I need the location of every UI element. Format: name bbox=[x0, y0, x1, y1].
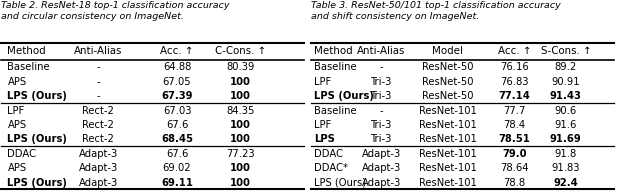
Text: 78.51: 78.51 bbox=[499, 135, 531, 145]
Text: 90.6: 90.6 bbox=[555, 106, 577, 116]
Text: Adapt-3: Adapt-3 bbox=[79, 149, 118, 159]
Text: 68.45: 68.45 bbox=[161, 135, 193, 145]
Text: 91.6: 91.6 bbox=[555, 120, 577, 130]
Text: 91.43: 91.43 bbox=[550, 91, 582, 101]
Text: Rect-2: Rect-2 bbox=[83, 120, 115, 130]
Text: 92.4: 92.4 bbox=[554, 178, 578, 188]
Text: 91.8: 91.8 bbox=[555, 149, 577, 159]
Text: Method: Method bbox=[8, 46, 46, 56]
Text: 67.6: 67.6 bbox=[166, 120, 188, 130]
Text: LPS (Ours): LPS (Ours) bbox=[314, 91, 374, 101]
Text: Acc. ↑: Acc. ↑ bbox=[160, 46, 194, 56]
Text: Tri-3: Tri-3 bbox=[371, 120, 392, 130]
Text: ResNet-50: ResNet-50 bbox=[422, 77, 474, 87]
Text: 100: 100 bbox=[230, 163, 251, 173]
Text: ResNet-50: ResNet-50 bbox=[422, 63, 474, 72]
Text: LPS (Ours): LPS (Ours) bbox=[314, 178, 367, 188]
Text: ResNet-101: ResNet-101 bbox=[419, 163, 477, 173]
Text: Rect-2: Rect-2 bbox=[83, 106, 115, 116]
Text: ResNet-101: ResNet-101 bbox=[419, 120, 477, 130]
Text: LPS (Ours): LPS (Ours) bbox=[8, 178, 67, 188]
Text: -: - bbox=[97, 63, 100, 72]
Text: 67.6: 67.6 bbox=[166, 149, 188, 159]
Text: 89.2: 89.2 bbox=[555, 63, 577, 72]
Text: 67.39: 67.39 bbox=[161, 91, 193, 101]
Text: 78.8: 78.8 bbox=[503, 178, 525, 188]
Text: Adapt-3: Adapt-3 bbox=[362, 149, 401, 159]
Text: Model: Model bbox=[432, 46, 463, 56]
Text: 91.83: 91.83 bbox=[552, 163, 580, 173]
Text: 77.7: 77.7 bbox=[503, 106, 525, 116]
Text: 69.11: 69.11 bbox=[161, 178, 193, 188]
Text: 78.4: 78.4 bbox=[503, 120, 525, 130]
Text: -: - bbox=[380, 63, 383, 72]
Text: 77.23: 77.23 bbox=[227, 149, 255, 159]
Text: C-Cons. ↑: C-Cons. ↑ bbox=[215, 46, 266, 56]
Text: Acc. ↑: Acc. ↑ bbox=[498, 46, 531, 56]
Text: 78.64: 78.64 bbox=[500, 163, 529, 173]
Text: Adapt-3: Adapt-3 bbox=[79, 178, 118, 188]
Text: Baseline: Baseline bbox=[314, 106, 357, 116]
Text: -: - bbox=[380, 106, 383, 116]
Text: LPS: LPS bbox=[314, 135, 335, 145]
Text: 90.91: 90.91 bbox=[552, 77, 580, 87]
Text: APS: APS bbox=[8, 120, 27, 130]
Text: DDAC*: DDAC* bbox=[314, 163, 349, 173]
Text: DDAC: DDAC bbox=[314, 149, 344, 159]
Text: Tri-3: Tri-3 bbox=[371, 135, 392, 145]
Text: LPF: LPF bbox=[314, 77, 332, 87]
Text: Adapt-3: Adapt-3 bbox=[79, 163, 118, 173]
Text: Adapt-3: Adapt-3 bbox=[362, 163, 401, 173]
Text: Baseline: Baseline bbox=[8, 63, 50, 72]
Text: Tri-3: Tri-3 bbox=[371, 91, 392, 101]
Text: Method: Method bbox=[314, 46, 353, 56]
Text: ResNet-50: ResNet-50 bbox=[422, 91, 474, 101]
Text: ResNet-101: ResNet-101 bbox=[419, 178, 477, 188]
Text: Rect-2: Rect-2 bbox=[83, 135, 115, 145]
Text: -: - bbox=[97, 77, 100, 87]
Text: Table 3. ResNet-50/101 top-1 classification accuracy
and shift consistency on Im: Table 3. ResNet-50/101 top-1 classificat… bbox=[312, 1, 561, 21]
Text: ResNet-101: ResNet-101 bbox=[419, 106, 477, 116]
Text: 91.69: 91.69 bbox=[550, 135, 582, 145]
Text: 76.83: 76.83 bbox=[500, 77, 529, 87]
Text: 84.35: 84.35 bbox=[227, 106, 255, 116]
Text: DDAC: DDAC bbox=[8, 149, 36, 159]
Text: 80.39: 80.39 bbox=[227, 63, 255, 72]
Text: Anti-Alias: Anti-Alias bbox=[74, 46, 122, 56]
Text: LPF: LPF bbox=[314, 120, 332, 130]
Text: 67.03: 67.03 bbox=[163, 106, 191, 116]
Text: 100: 100 bbox=[230, 120, 251, 130]
Text: 79.0: 79.0 bbox=[502, 149, 527, 159]
Text: 100: 100 bbox=[230, 135, 251, 145]
Text: APS: APS bbox=[8, 77, 27, 87]
Text: 100: 100 bbox=[230, 91, 251, 101]
Text: 100: 100 bbox=[230, 77, 251, 87]
Text: 69.02: 69.02 bbox=[163, 163, 191, 173]
Text: APS: APS bbox=[8, 163, 27, 173]
Text: Table 2. ResNet-18 top-1 classification accuracy
and circular consistency on Ima: Table 2. ResNet-18 top-1 classification … bbox=[1, 1, 230, 21]
Text: Baseline: Baseline bbox=[314, 63, 357, 72]
Text: Adapt-3: Adapt-3 bbox=[362, 178, 401, 188]
Text: 64.88: 64.88 bbox=[163, 63, 191, 72]
Text: S-Cons. ↑: S-Cons. ↑ bbox=[541, 46, 591, 56]
Text: ResNet-101: ResNet-101 bbox=[419, 149, 477, 159]
Text: 76.16: 76.16 bbox=[500, 63, 529, 72]
Text: Anti-Alias: Anti-Alias bbox=[357, 46, 405, 56]
Text: LPF: LPF bbox=[8, 106, 25, 116]
Text: LPS (Ours): LPS (Ours) bbox=[8, 135, 67, 145]
Text: LPS (Ours): LPS (Ours) bbox=[8, 91, 67, 101]
Text: 67.05: 67.05 bbox=[163, 77, 191, 87]
Text: -: - bbox=[97, 91, 100, 101]
Text: Tri-3: Tri-3 bbox=[371, 77, 392, 87]
Text: 100: 100 bbox=[230, 178, 251, 188]
Text: ResNet-101: ResNet-101 bbox=[419, 135, 477, 145]
Text: 77.14: 77.14 bbox=[499, 91, 531, 101]
